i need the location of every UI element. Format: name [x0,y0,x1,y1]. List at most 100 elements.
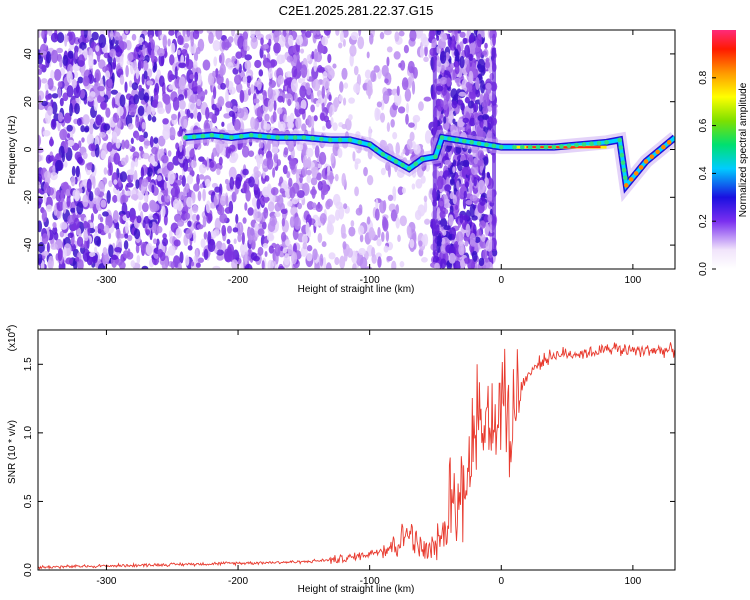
heatmap-cell [253,166,258,175]
heatmap-cell [183,119,187,129]
ridge-point [367,142,372,147]
heatmap-cell [319,254,323,267]
heatmap-cell [108,180,112,187]
heatmap-cell [47,106,53,116]
heatmap-cell [465,57,469,65]
heatmap-cell [183,158,189,171]
heatmap-cell [216,168,220,175]
heatmap-cell [320,113,325,121]
ridge-point [338,138,343,143]
ridge-point [348,138,353,143]
heatmap-cell [67,71,73,83]
heatmap-cell [86,162,92,170]
heatmap-cell [339,256,345,269]
heatmap-y-tick-label: 20 [23,96,34,108]
heatmap-cell [247,207,253,216]
heatmap-cell [341,68,347,80]
heatmap-cell [259,69,264,76]
heatmap-cell [223,39,230,51]
heatmap-cell [120,74,125,84]
heatmap-cell [440,258,446,268]
heatmap-cell [327,54,331,63]
heatmap-cell [142,122,146,130]
heatmap-cell [43,182,49,193]
heatmap-cell [284,93,292,98]
heatmap-cell [243,31,249,40]
heatmap-cell [127,169,134,175]
ridge-point [249,133,254,138]
heatmap-cell [179,100,186,110]
heatmap-cell [138,106,145,116]
heatmap-cell [188,245,193,251]
ridge-point [528,145,533,150]
ridge-point [544,145,549,150]
heatmap-cell [313,79,321,91]
heatmap-cell [196,47,201,54]
heatmap-cell [305,31,311,38]
heatmap-cell [42,209,47,222]
heatmap-cell [187,175,193,185]
heatmap-cell [133,60,137,70]
heatmap-cell [271,187,279,196]
heatmap-cell [264,208,268,213]
heatmap-cell [481,234,486,242]
snr-y-tick-label: 1.5 [23,357,34,371]
heatmap-cell [303,155,308,168]
heatmap-cell [329,252,336,259]
colorbar-tick-label: 0.4 [698,166,709,180]
heatmap-cell [377,256,381,268]
heatmap-cell [351,32,359,41]
colorbar-label: Normalized spectral amplitude [738,82,749,217]
heatmap-cell [311,116,314,129]
heatmap-cell [259,154,264,164]
heatmap-cell [54,69,62,81]
heatmap-cell [382,65,389,77]
heatmap-cell [94,226,98,233]
heatmap-cell [251,252,258,260]
heatmap-cell [221,225,226,236]
heatmap-cell [117,106,124,117]
heatmap-cell [486,240,493,252]
heatmap-cell [463,38,468,45]
heatmap-cell [231,56,236,62]
heatmap-cell [292,45,296,53]
heatmap-cell [50,155,55,161]
heatmap-cell [463,118,469,123]
heatmap-cell [97,95,102,103]
heatmap-cell [295,117,301,129]
heatmap-cell [141,167,144,179]
heatmap-cell [146,229,150,235]
heatmap-cell [440,77,448,85]
heatmap-cell [408,122,415,128]
ridge-point [520,145,525,150]
heatmap-y-tick-label: -40 [23,237,34,252]
heatmap-cell [330,153,334,164]
heatmap-cell [298,108,305,114]
heatmap-cell [50,243,58,250]
ridge-point [622,168,627,173]
heatmap-cell [90,118,95,124]
heatmap-cell [179,251,183,263]
heatmap-cell [400,215,407,226]
ridge-point [284,135,289,140]
heatmap-cell [464,241,468,247]
ridge-point [400,163,405,168]
heatmap-cell [442,230,446,236]
heatmap-cell [184,90,187,99]
heatmap-cell [343,98,346,106]
ridge-point [469,140,474,145]
heatmap-cell [151,49,155,61]
heatmap-cell [322,126,326,131]
heatmap-cell [51,50,58,63]
heatmap-cell [277,96,283,103]
heatmap-cell [458,244,464,256]
heatmap-cell [52,222,56,228]
heatmap-cell [460,259,465,268]
heatmap-cell [167,38,170,46]
heatmap-cell [208,32,214,44]
heatmap-cell [484,43,488,49]
heatmap-cell [322,182,327,193]
colorbar-tick-label: 0.8 [698,70,709,84]
heatmap-cell [455,78,461,84]
heatmap-cell [89,191,93,201]
